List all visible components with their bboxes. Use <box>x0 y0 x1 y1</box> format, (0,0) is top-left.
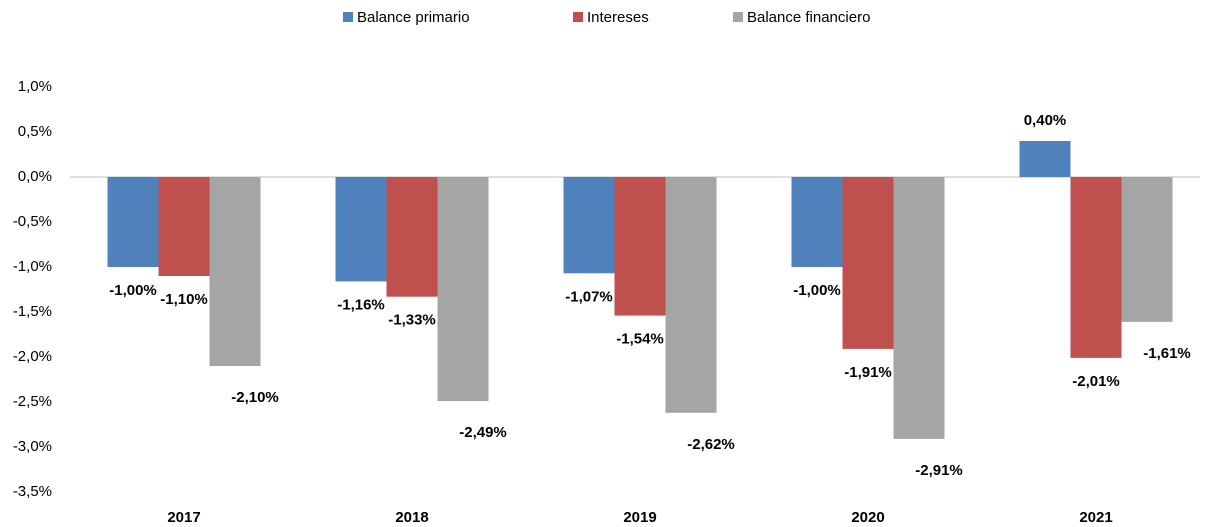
x-tick-label: 2018 <box>395 509 428 526</box>
y-tick-label: -2,0% <box>13 348 52 365</box>
data-label: -1,00% <box>109 282 157 299</box>
data-label: -1,33% <box>388 312 436 329</box>
data-label: -1,54% <box>616 331 664 348</box>
bar <box>437 177 489 402</box>
bar <box>1019 141 1071 177</box>
bar <box>893 177 945 439</box>
bar <box>563 177 615 274</box>
bar <box>665 177 717 413</box>
y-tick-label: -1,5% <box>13 303 52 320</box>
data-label: -1,16% <box>337 296 385 313</box>
y-tick-label: -3,5% <box>13 483 52 500</box>
data-label: -2,91% <box>915 462 963 479</box>
bar <box>107 177 159 267</box>
bar <box>209 177 261 366</box>
data-label: -1,61% <box>1143 345 1191 362</box>
bar <box>791 177 843 267</box>
x-tick-label: 2017 <box>167 509 200 526</box>
x-tick-label: 2019 <box>623 509 656 526</box>
legend-swatch <box>573 12 583 22</box>
x-tick-label: 2021 <box>1079 509 1112 526</box>
data-label: -1,10% <box>160 291 208 308</box>
y-tick-label: -1,0% <box>13 258 52 275</box>
data-label: -2,49% <box>459 424 507 441</box>
bar <box>614 177 666 316</box>
y-tick-label: 1,0% <box>18 78 52 95</box>
bar <box>842 177 894 349</box>
bar <box>158 177 210 276</box>
bar <box>1070 177 1122 358</box>
legend-swatch <box>343 12 353 22</box>
data-label: -1,07% <box>565 288 613 305</box>
data-label: 0,40% <box>1024 112 1067 129</box>
bar <box>335 177 387 282</box>
data-label: -2,62% <box>687 436 735 453</box>
y-tick-label: -2,5% <box>13 393 52 410</box>
legend-label: Balance financiero <box>747 9 870 26</box>
x-tick-label: 2020 <box>851 509 884 526</box>
y-tick-label: -3,0% <box>13 438 52 455</box>
y-tick-label: 0,0% <box>18 168 52 185</box>
y-tick-label: -0,5% <box>13 213 52 230</box>
data-label: -2,01% <box>1072 373 1120 390</box>
legend-label: Intereses <box>587 9 649 26</box>
data-label: -2,10% <box>231 389 279 406</box>
legend-label: Balance primario <box>357 9 470 26</box>
legend-swatch <box>733 12 743 22</box>
bar <box>386 177 438 297</box>
y-tick-label: 0,5% <box>18 123 52 140</box>
data-label: -1,00% <box>793 282 841 299</box>
data-label: -1,91% <box>844 364 892 381</box>
bar <box>1121 177 1173 322</box>
